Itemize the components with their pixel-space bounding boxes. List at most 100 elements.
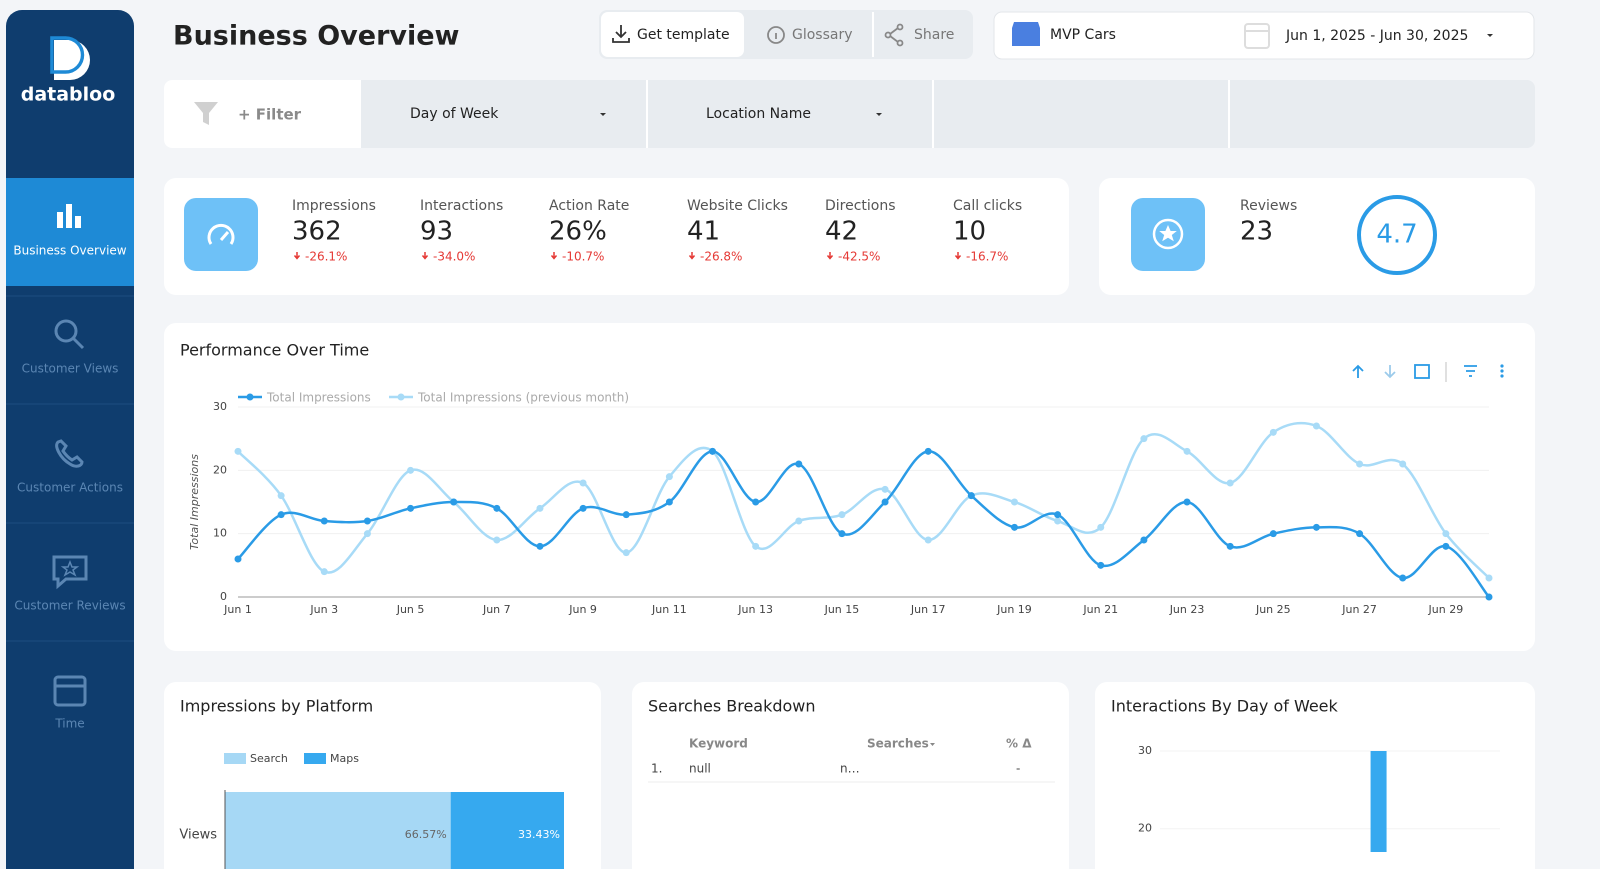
- x-tick-label: Jun 9: [568, 603, 597, 616]
- data-point: [1226, 479, 1234, 487]
- brand: databloo: [21, 84, 116, 106]
- kpi-value: 41: [687, 217, 720, 247]
- data-point: [536, 542, 544, 550]
- y-tick-label: 10: [213, 527, 227, 540]
- data-point: [967, 492, 975, 500]
- data-point: [1485, 574, 1493, 582]
- gauge-needle: [219, 231, 230, 241]
- cell: -: [1016, 762, 1020, 776]
- sidebar: [6, 10, 134, 869]
- data-point: [1312, 523, 1320, 531]
- weekday-card: [1095, 682, 1535, 869]
- data-point: [1097, 523, 1105, 531]
- nav-item[interactable]: Customer Actions: [17, 481, 123, 495]
- cell: 1.: [651, 762, 662, 776]
- data-point: [752, 542, 760, 550]
- account-name[interactable]: MVP Cars: [1050, 27, 1116, 43]
- y-axis-label: Total Impressions: [188, 454, 201, 550]
- data-point: [924, 536, 932, 544]
- x-tick-label: Jun 1: [223, 603, 252, 616]
- down-arrow: [293, 252, 301, 260]
- kpi-label: Directions: [825, 198, 896, 214]
- button-active-bg: [601, 12, 744, 57]
- data-point: [1054, 517, 1062, 525]
- data-point: [1140, 536, 1148, 544]
- data-point: [493, 536, 501, 544]
- data-point: [795, 517, 803, 525]
- button[interactable]: Glossary: [792, 27, 853, 43]
- data-point: [752, 498, 760, 506]
- x-tick-label: Jun 29: [1428, 603, 1464, 616]
- page-title: Business Overview: [173, 21, 460, 52]
- data-point: [1226, 542, 1234, 550]
- nav-item[interactable]: Time: [54, 717, 84, 731]
- data-point: [536, 504, 544, 512]
- button-icons: [612, 23, 904, 47]
- add-filter[interactable]: + Filter: [238, 106, 302, 124]
- data-point: [1054, 511, 1062, 519]
- chart-title: Interactions By Day of Week: [1111, 697, 1339, 716]
- data-point: [1356, 530, 1364, 538]
- dropdown[interactable]: Day of Week: [410, 106, 499, 122]
- down-arrow: [421, 252, 429, 260]
- kpi-value: 42: [825, 217, 858, 247]
- bar-segment: [450, 792, 564, 869]
- data-point: [622, 511, 630, 519]
- rating: 4.7: [1376, 220, 1417, 250]
- data-point: [234, 447, 242, 455]
- data-point: [924, 447, 932, 455]
- data-point: [1312, 422, 1320, 430]
- dropdown[interactable]: Location Name: [706, 106, 811, 122]
- data-point: [277, 492, 285, 500]
- kpi-label: Call clicks: [953, 198, 1022, 214]
- data-point: [1140, 435, 1148, 443]
- x-tick-label: Jun 25: [1255, 603, 1291, 616]
- kpi-value: 26%: [549, 217, 607, 247]
- button[interactable]: Get template: [637, 27, 730, 43]
- sort-arrow: [930, 743, 935, 746]
- nav-items: Business Overview Customer Views Customer …: [13, 244, 126, 731]
- y-tick-label: Views: [179, 828, 217, 843]
- data-point: [1183, 498, 1191, 506]
- kpi-value: 10: [953, 217, 986, 247]
- data-point: [1269, 530, 1277, 538]
- kpi-icon-tile: [184, 198, 258, 271]
- column-header: Keyword: [689, 737, 748, 751]
- logo-icon-inner: [50, 36, 85, 74]
- y-tick-label: 0: [220, 590, 227, 603]
- legend-label: Total Impressions: [266, 391, 371, 405]
- filter-separators: [646, 80, 1230, 148]
- data-point: [1097, 561, 1105, 569]
- kpi-label: Reviews: [1240, 198, 1297, 214]
- star-icon: [1159, 225, 1177, 242]
- data-point: [1399, 460, 1407, 468]
- x-tick-label: Jun 19: [996, 603, 1032, 616]
- kpis: Impressions 362 -26.1% Interactions 93 -34.0%…: [292, 198, 1022, 264]
- legend-dot: [397, 393, 405, 401]
- data-point: [1269, 428, 1277, 436]
- kpi-label: Interactions: [420, 198, 503, 214]
- data-point: [838, 530, 846, 538]
- nav-item[interactable]: Customer Reviews: [14, 599, 125, 613]
- kpi-change: -34.0%: [433, 250, 475, 264]
- date-range[interactable]: Jun 1, 2025 - Jun 30, 2025: [1285, 28, 1468, 44]
- nav-active: [6, 178, 134, 286]
- bar: [1370, 751, 1387, 852]
- data-point: [1442, 530, 1450, 538]
- button[interactable]: Share: [914, 27, 954, 43]
- x-tick-label: Jun 21: [1082, 603, 1118, 616]
- column-header[interactable]: Searches: [867, 737, 929, 751]
- kpi-label: Impressions: [292, 198, 376, 214]
- x-tick-label: Jun 23: [1169, 603, 1205, 616]
- nav-item[interactable]: Customer Views: [22, 362, 119, 376]
- nav-dividers: [6, 295, 134, 642]
- account-icon: [1012, 22, 1040, 46]
- column-header: % Δ: [1006, 737, 1032, 751]
- data-point: [320, 517, 328, 525]
- nav-item[interactable]: Business Overview: [13, 244, 126, 258]
- data-point: [838, 511, 846, 519]
- value-label: 33.43%: [518, 828, 560, 841]
- dropdown-arrow: [1487, 34, 1493, 37]
